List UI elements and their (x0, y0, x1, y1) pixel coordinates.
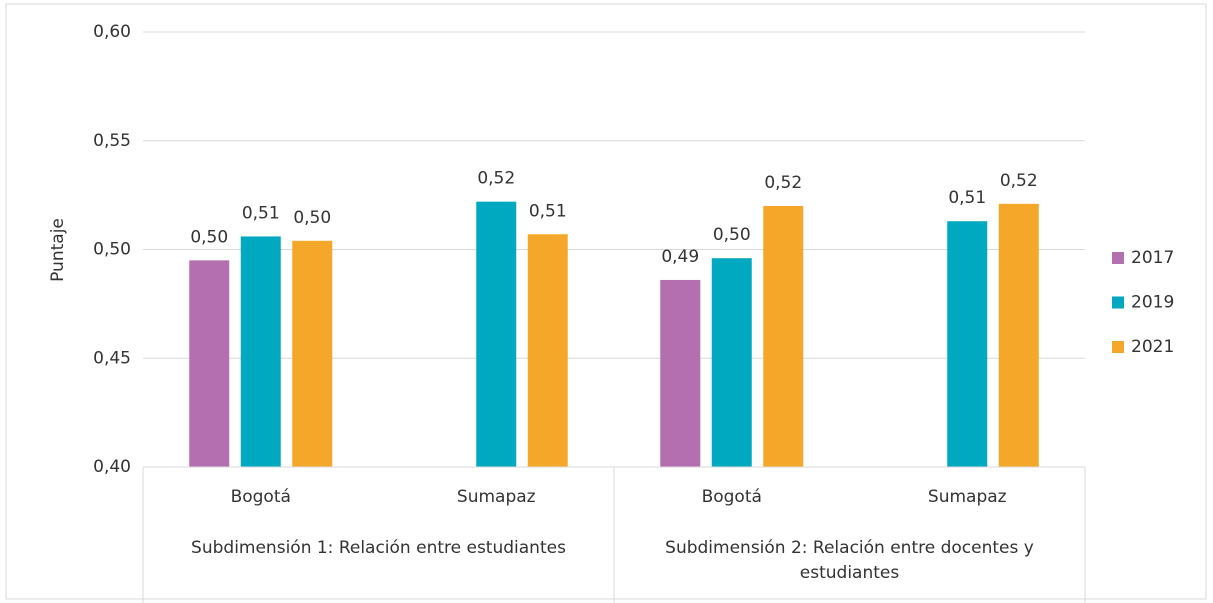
x-tick-label: Bogotá (702, 487, 762, 507)
x-tick-label: Bogotá (231, 487, 291, 507)
bar (660, 279, 701, 467)
y-tick-label: 0,45 (93, 348, 131, 368)
data-label: 0,49 (661, 247, 699, 267)
data-label: 0,51 (242, 203, 280, 223)
data-label: 0,51 (529, 201, 567, 221)
bar (998, 203, 1039, 467)
group-label-box: Subdimensión 2: Relación entre docentes … (665, 538, 1034, 583)
bar (292, 240, 333, 467)
bar (763, 206, 804, 467)
data-label: 0,52 (764, 173, 802, 193)
legend-swatch (1112, 341, 1124, 353)
y-tick-label: 0,55 (93, 131, 131, 151)
data-label: 0,52 (1000, 171, 1038, 191)
data-label: 0,50 (190, 227, 228, 247)
bar (189, 260, 230, 467)
legend-swatch (1112, 296, 1124, 309)
x-tick-label: Sumapaz (928, 487, 1007, 507)
bar (240, 236, 281, 467)
data-label: 0,51 (948, 188, 986, 208)
y-tick-label: 0,60 (93, 22, 131, 42)
group-label: Subdimensión 1: Relación entre estudiant… (191, 538, 566, 558)
bar (527, 234, 568, 467)
bar (947, 221, 988, 467)
data-label: 0,52 (477, 169, 515, 189)
y-tick-label: 0,40 (93, 457, 131, 477)
bar (476, 201, 517, 467)
legend-label: 2019 (1131, 293, 1174, 313)
data-label: 0,50 (293, 208, 331, 228)
group-label-box: Subdimensión 1: Relación entre estudiant… (191, 538, 566, 558)
x-tick-label: Sumapaz (457, 487, 536, 507)
y-axis-title: Puntaje (48, 218, 68, 282)
group-label: Subdimensión 2: Relación entre docentes … (665, 538, 1034, 583)
bar (711, 258, 752, 467)
legend-label: 2017 (1131, 248, 1174, 268)
legend-swatch (1112, 252, 1124, 264)
y-tick-label: 0,50 (93, 240, 131, 260)
data-label: 0,50 (713, 225, 751, 245)
legend-label: 2021 (1131, 337, 1174, 357)
